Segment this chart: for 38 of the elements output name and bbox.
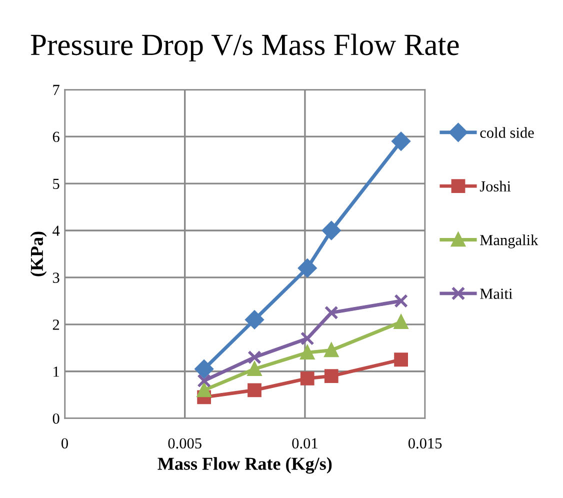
y-tick-label: 4: [52, 226, 60, 236]
x-tick-label: 0.005: [168, 438, 202, 449]
x-axis-title: Mass Flow Rate (Kg/s): [158, 457, 332, 474]
point: [324, 369, 338, 384]
legend-label: Maiti: [480, 288, 512, 299]
point: [197, 383, 212, 398]
x-tick-label: 0.01: [292, 438, 318, 449]
x-tick-label: 0: [62, 438, 68, 449]
point: [298, 258, 317, 278]
point: [197, 374, 212, 388]
point: [394, 294, 408, 308]
point: [394, 315, 408, 330]
point: [300, 346, 314, 360]
y-tick-label: 7: [53, 84, 60, 95]
y-tick-label: 0: [52, 413, 60, 424]
point: [322, 221, 341, 240]
y-tick-label: 2: [52, 320, 60, 330]
point: [300, 332, 314, 346]
point: [324, 306, 338, 320]
chart-title: Pressure Drop V/s Mass Flow Rate: [30, 34, 459, 62]
point: [194, 360, 214, 378]
point: [248, 350, 262, 364]
legend-label: Mangalik: [480, 234, 538, 248]
point: [324, 343, 338, 358]
point: [300, 371, 314, 386]
y-axis-title: (KPa): [30, 232, 47, 276]
point: [248, 362, 262, 376]
legend-label: cold side: [480, 127, 534, 138]
x-tick-label: 0.015: [408, 438, 442, 449]
point: [392, 132, 410, 151]
y-tick-label: 6: [52, 132, 60, 142]
legend-label: Joshi: [480, 180, 511, 192]
y-tick-label: 3: [52, 272, 60, 283]
y-tick-label: 5: [53, 178, 60, 189]
y-tick-label: 1: [54, 366, 59, 377]
point: [394, 352, 408, 367]
point: [248, 383, 262, 398]
point: [245, 310, 264, 329]
